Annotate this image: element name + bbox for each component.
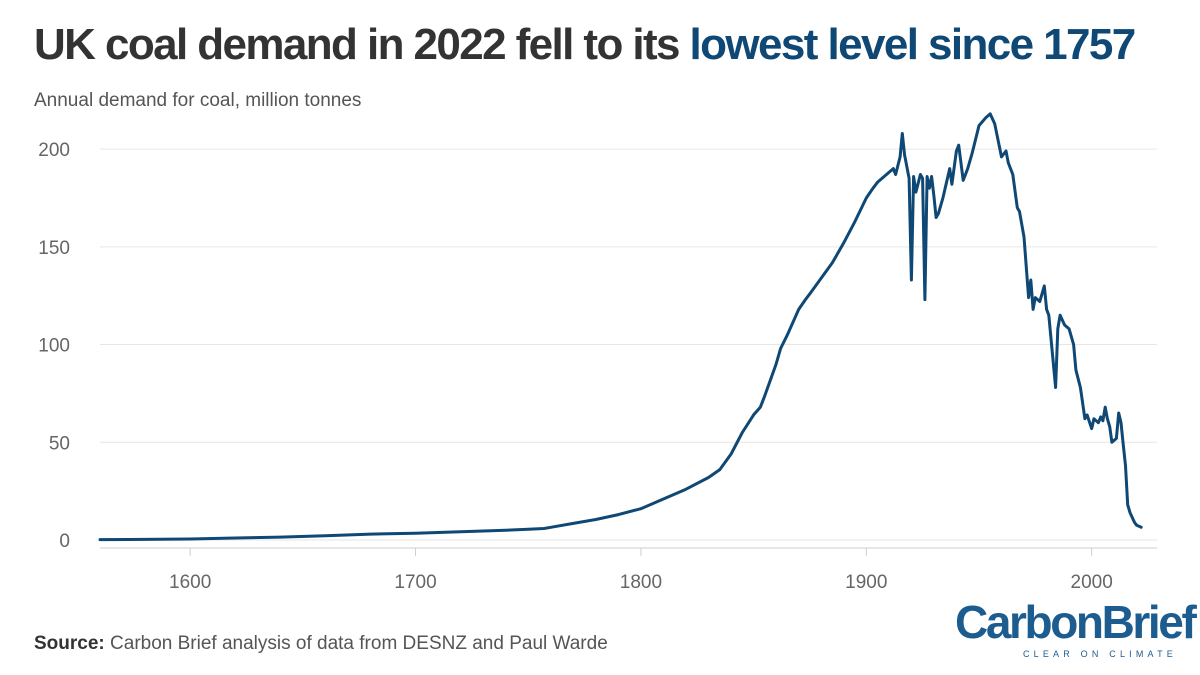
x-tick-label: 1900 [845, 572, 887, 593]
y-tick-label: 50 [49, 433, 70, 454]
chart-title: UK coal demand in 2022 fell to its lowes… [34, 20, 1137, 70]
y-tick-label: 200 [38, 140, 70, 161]
title-highlight: lowest level since 1757 [689, 20, 1137, 69]
carbon-brief-logo: CarbonBrief CLEAR ON CLIMATE [955, 597, 1197, 663]
data-series [98, 112, 1143, 542]
source-label: Source: [34, 633, 105, 654]
x-tick-label: 1600 [169, 572, 211, 593]
gridlines [100, 148, 1157, 541]
x-tick-label: 2000 [1071, 572, 1113, 593]
chart-subtitle: Annual demand for coal, million tonnes [34, 90, 362, 111]
series-line-0 [98, 112, 1143, 542]
source-text: Carbon Brief analysis of data from DESNZ… [104, 633, 608, 654]
axes: 0 50 100 150 200 1600 1700 1800 1900 2000 [38, 140, 1157, 593]
x-tick-label: 1700 [394, 572, 436, 593]
logo-wordmark: CarbonBrief [955, 596, 1197, 648]
title-main: UK coal demand in 2022 fell to its [34, 20, 690, 69]
y-tick-label: 100 [38, 336, 70, 357]
logo-tagline: CLEAR ON CLIMATE [1022, 649, 1177, 659]
x-tick-label: 1800 [620, 572, 662, 593]
source-note: Source: Carbon Brief analysis of data fr… [34, 633, 608, 655]
y-tick-label: 0 [59, 531, 70, 552]
y-tick-label: 150 [38, 238, 70, 259]
